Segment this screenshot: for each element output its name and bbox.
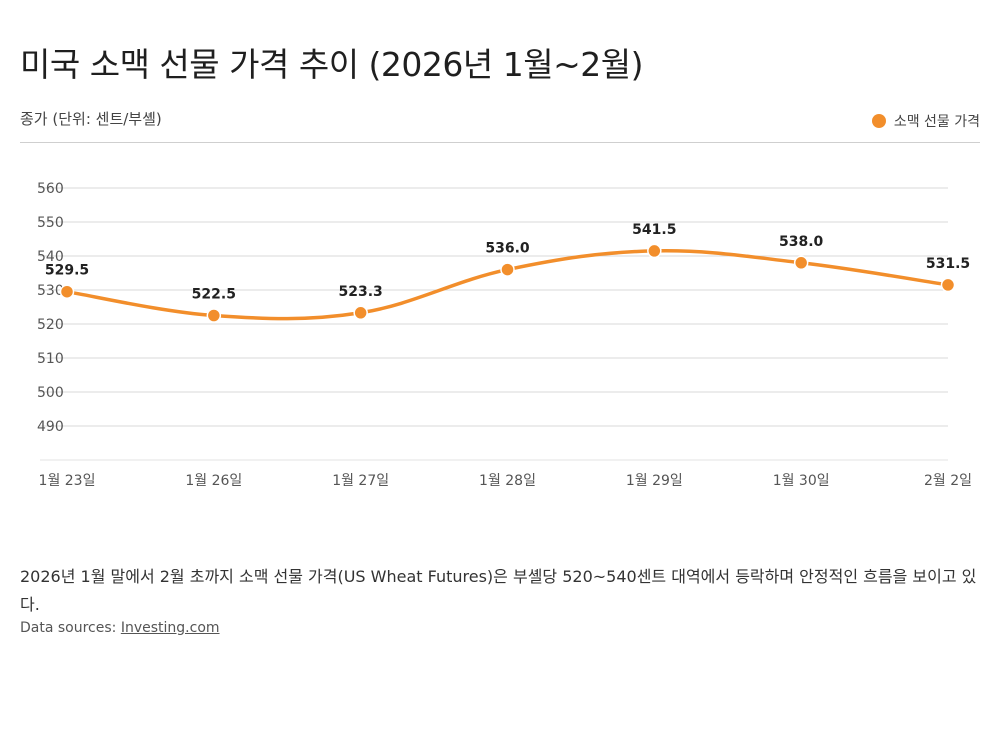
data-point [793,255,809,271]
chart-title: 미국 소맥 선물 가격 추이 (2026년 1월~2월) [20,45,644,85]
legend-label: 소맥 선물 가격 [893,114,980,130]
data-point [206,308,222,323]
x-tick-label: 1월 30일 [773,473,830,489]
series-line [66,249,949,321]
data-label: 531.5 [926,256,970,272]
chart-description: 2026년 1월 말에서 2월 초까지 소맥 선물 가격(US Wheat Fu… [20,567,977,614]
data-sources: Data sources: Investing.com [20,620,220,636]
chart-subtitle: 종가 (단위: 센트/부셸) [20,110,162,128]
y-tick-label: 550 [37,215,64,231]
data-point [500,262,515,277]
x-tick-label: 2월 2일 [924,473,972,489]
data-point [353,305,368,321]
data-label: 522.5 [192,287,236,303]
y-tick-label: 530 [37,283,64,299]
y-tick-label: 540 [37,249,64,265]
data-label: 536.0 [485,241,530,257]
x-tick-label: 1월 28일 [479,473,536,489]
line-chart: 490 500 510 520 530 540 550 560 1월 23일 1월 26일 1월 2… [37,181,972,489]
y-tick-label: 500 [37,385,64,401]
x-tick-label: 1월 29일 [626,473,683,489]
y-tick-label: 560 [37,181,64,197]
data-label: 529.5 [45,263,89,279]
header-divider [20,142,980,143]
legend-marker [871,114,886,128]
sources-prefix: Data sources: [20,620,121,636]
chart-header: 종가 (단위: 센트/부셸) 소맥 선물 가격 [20,108,980,134]
data-label: 541.5 [632,222,676,238]
data-point [59,284,75,299]
x-tick-label: 1월 23일 [39,473,96,489]
x-tick-label: 1월 26일 [185,473,242,489]
y-tick-label: 490 [37,419,64,435]
y-tick-label: 510 [37,351,64,367]
y-tick-label: 520 [37,317,64,333]
data-label: 523.3 [339,284,383,300]
legend: 소맥 선물 가격 [871,111,980,131]
sources-link[interactable]: Investing.com [120,620,220,636]
data-point [940,277,956,293]
x-tick-label: 1월 27일 [332,473,389,489]
data-point [647,243,662,259]
data-label: 538.0 [779,234,824,250]
